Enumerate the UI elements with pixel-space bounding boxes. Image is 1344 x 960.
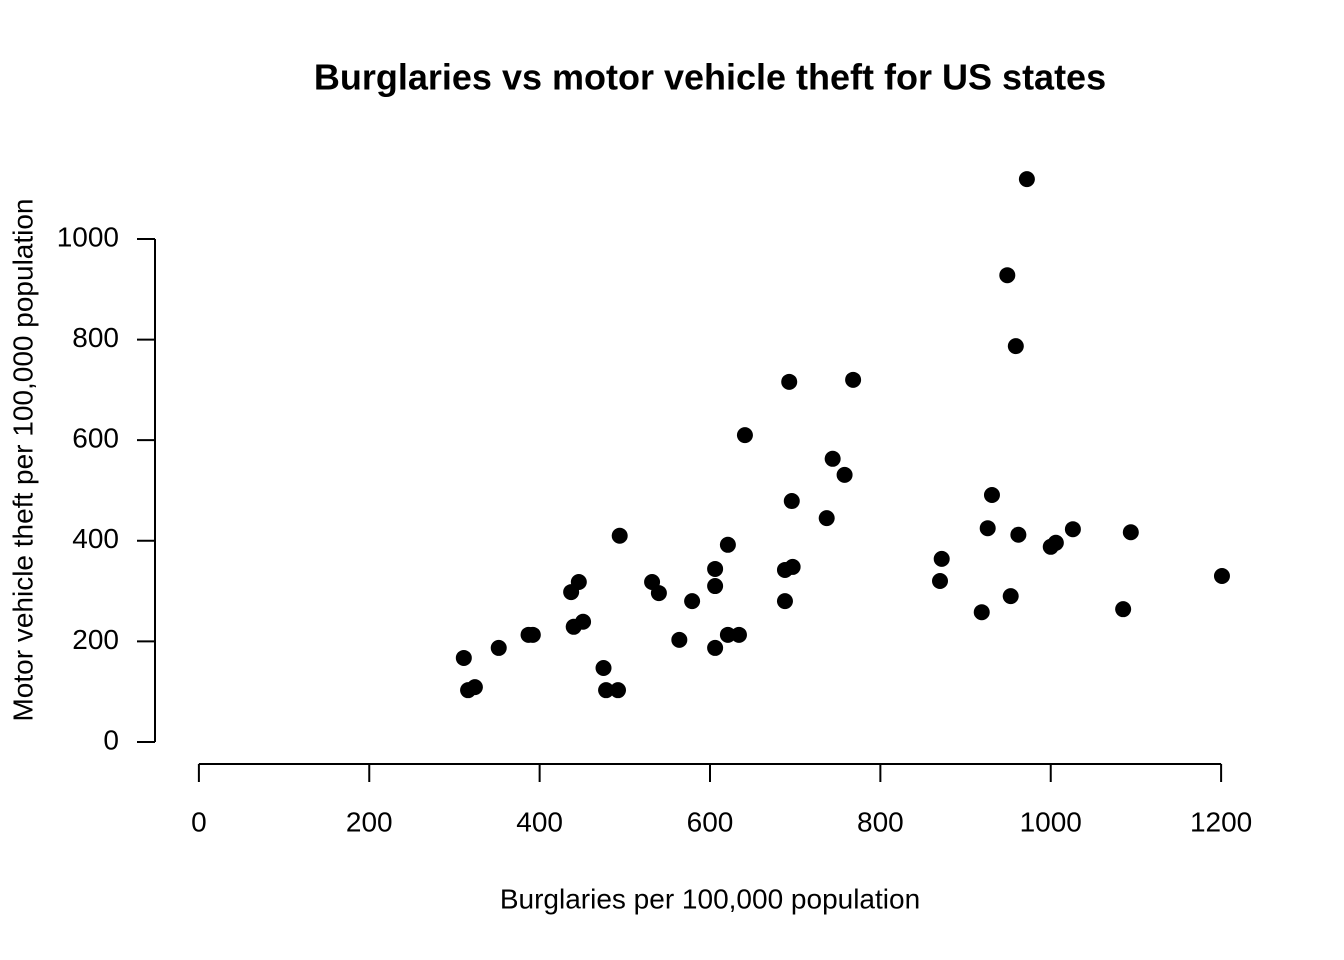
x-tick-label: 200 (346, 806, 393, 837)
point (719, 536, 736, 553)
point (490, 639, 507, 656)
point (1018, 171, 1035, 188)
point (650, 585, 667, 602)
point (836, 466, 853, 483)
y-tick-label: 600 (72, 423, 119, 454)
point (932, 573, 948, 590)
point (824, 450, 841, 467)
point (999, 267, 1016, 284)
point (684, 593, 701, 610)
point (595, 660, 612, 677)
point (1010, 526, 1027, 543)
point (598, 682, 615, 699)
point (1064, 521, 1081, 538)
point (736, 427, 753, 444)
chart-title: Burglaries vs motor vehicle theft for US… (314, 57, 1106, 98)
point (1007, 338, 1024, 355)
point (610, 682, 626, 699)
x-axis-label: Burglaries per 100,000 population (500, 883, 920, 914)
point (570, 574, 587, 591)
point (776, 593, 793, 610)
y-tick-label: 200 (72, 624, 119, 655)
point (818, 510, 835, 527)
point (1115, 601, 1132, 618)
x-tick-label: 600 (687, 806, 734, 837)
point (973, 604, 990, 621)
point (933, 550, 950, 567)
point (466, 679, 483, 696)
point (671, 631, 688, 648)
point (707, 560, 724, 577)
point (707, 578, 724, 595)
point (524, 626, 541, 643)
point (1047, 534, 1064, 551)
x-tick-label: 1000 (1020, 806, 1082, 837)
point (455, 649, 472, 666)
x-tick-label: 400 (516, 806, 563, 837)
y-tick-label: 400 (72, 523, 119, 554)
y-tick-label: 0 (103, 724, 119, 755)
point (707, 639, 724, 656)
y-tick-label: 1000 (57, 221, 119, 252)
point (1122, 524, 1139, 541)
point (781, 373, 798, 390)
point (979, 520, 996, 537)
point (611, 527, 628, 544)
x-tick-label: 800 (857, 806, 904, 837)
point (784, 558, 801, 575)
x-tick-label: 0 (191, 806, 207, 837)
x-tick-label: 1200 (1190, 806, 1252, 837)
point (1213, 567, 1230, 584)
y-axis-label: Motor vehicle theft per 100,000 populati… (7, 198, 38, 721)
point (983, 486, 1000, 503)
y-tick-label: 800 (72, 322, 119, 353)
point (845, 371, 862, 388)
point (783, 493, 800, 510)
point (1002, 588, 1019, 605)
point (730, 626, 747, 643)
point (575, 613, 592, 630)
point (719, 626, 736, 643)
